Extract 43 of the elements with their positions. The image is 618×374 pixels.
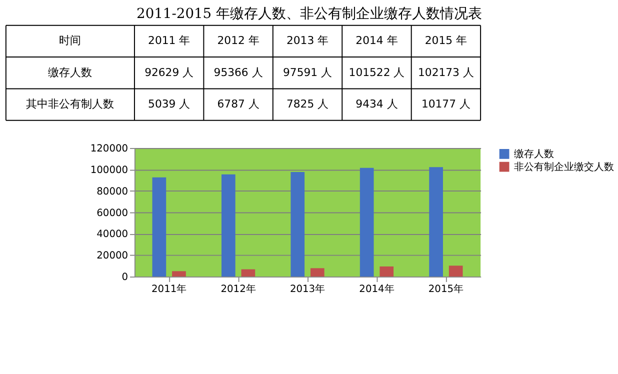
x-tick-label: 2014年 [359,282,394,295]
legend-label: 非公有制企业缴交人数 [514,160,614,173]
y-tick-label: 60000 [96,208,128,219]
x-tick-label: 2011年 [152,282,187,295]
y-tick-label: 100000 [90,164,128,176]
bar [310,268,324,277]
data-label: 95366 人 [214,66,263,79]
y-tick-label: 40000 [96,229,128,240]
text: 时间 [59,34,82,48]
text: 2011 年 [148,34,190,48]
data-label: 101522 人 [348,66,405,79]
bar [360,168,374,277]
data-label: 97591 人 [283,66,332,79]
bar [290,172,305,277]
y-tick-label: 0 [122,272,128,284]
bar [152,177,166,277]
data-label: 102173 人 [418,66,474,79]
x-tick-label: 2013年 [290,282,326,295]
bar [172,271,186,277]
x-tick-label: 2015年 [428,282,464,295]
bar [448,266,463,277]
y-tick-label: 120000 [90,143,128,154]
bar [241,269,256,277]
bar [221,174,236,277]
text: 2014 年 [356,34,398,48]
legend-label: 缴存人数 [514,148,554,160]
y-tick-label: 80000 [96,186,128,198]
data-label: 10177 人 [421,97,470,110]
data-label: 92629 人 [144,66,194,79]
data-label: 5039 人 [148,97,190,110]
bar [380,266,394,277]
bar [429,167,443,277]
text: 2015 年 [424,34,467,48]
y-tick-label: 20000 [96,250,128,262]
text: 缴存人数 [48,66,92,79]
data-label: 6787 人 [217,97,260,110]
text: 2013 年 [286,34,329,48]
text: 其中非公有制人数 [26,97,114,110]
text: 2012 年 [217,34,260,48]
chart-title: 2011-2015 年缴存人数、非公有制企业缴存人数情况表 [136,6,482,22]
x-tick-label: 2012年 [220,282,256,295]
data-label: 9434 人 [356,97,398,110]
data-label: 7825 人 [286,97,329,110]
